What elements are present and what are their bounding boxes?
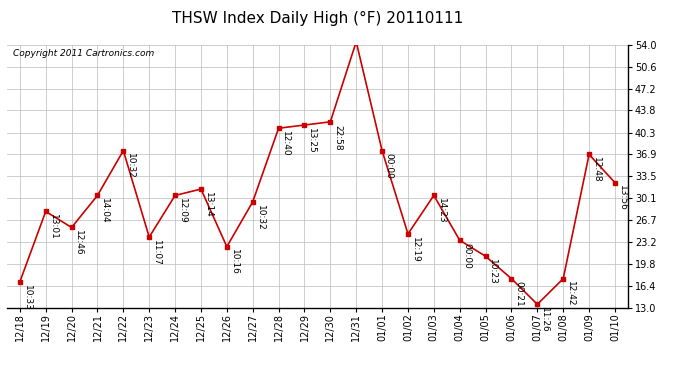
Text: 10:32: 10:32	[126, 153, 135, 179]
Text: 00:00: 00:00	[385, 153, 394, 179]
Text: 10:16: 10:16	[230, 249, 239, 275]
Text: 10:32: 10:32	[255, 205, 264, 230]
Text: 13:25: 13:25	[307, 128, 316, 153]
Text: 22:58: 22:58	[333, 124, 342, 150]
Text: 00:21: 00:21	[514, 282, 523, 307]
Text: 14:04: 14:04	[100, 198, 109, 224]
Text: Copyright 2011 Cartronics.com: Copyright 2011 Cartronics.com	[13, 49, 155, 58]
Text: 11:07: 11:07	[152, 240, 161, 266]
Text: 11:26: 11:26	[540, 307, 549, 333]
Text: 12:48: 12:48	[592, 157, 601, 183]
Text: 11:33: 11:33	[0, 374, 1, 375]
Text: 12:40: 12:40	[282, 131, 290, 157]
Text: 00:00: 00:00	[462, 243, 471, 269]
Text: 12:09: 12:09	[178, 198, 187, 224]
Text: 12:42: 12:42	[566, 282, 575, 307]
Text: THSW Index Daily High (°F) 20110111: THSW Index Daily High (°F) 20110111	[172, 11, 463, 26]
Text: 12:19: 12:19	[411, 237, 420, 262]
Text: 13:14: 13:14	[204, 192, 213, 217]
Text: 13:56: 13:56	[618, 185, 627, 211]
Text: 12:46: 12:46	[75, 230, 83, 256]
Text: 13:01: 13:01	[48, 214, 57, 240]
Text: 10:23: 10:23	[489, 259, 497, 285]
Text: 10:33: 10:33	[23, 285, 32, 310]
Text: 14:23: 14:23	[437, 198, 446, 224]
